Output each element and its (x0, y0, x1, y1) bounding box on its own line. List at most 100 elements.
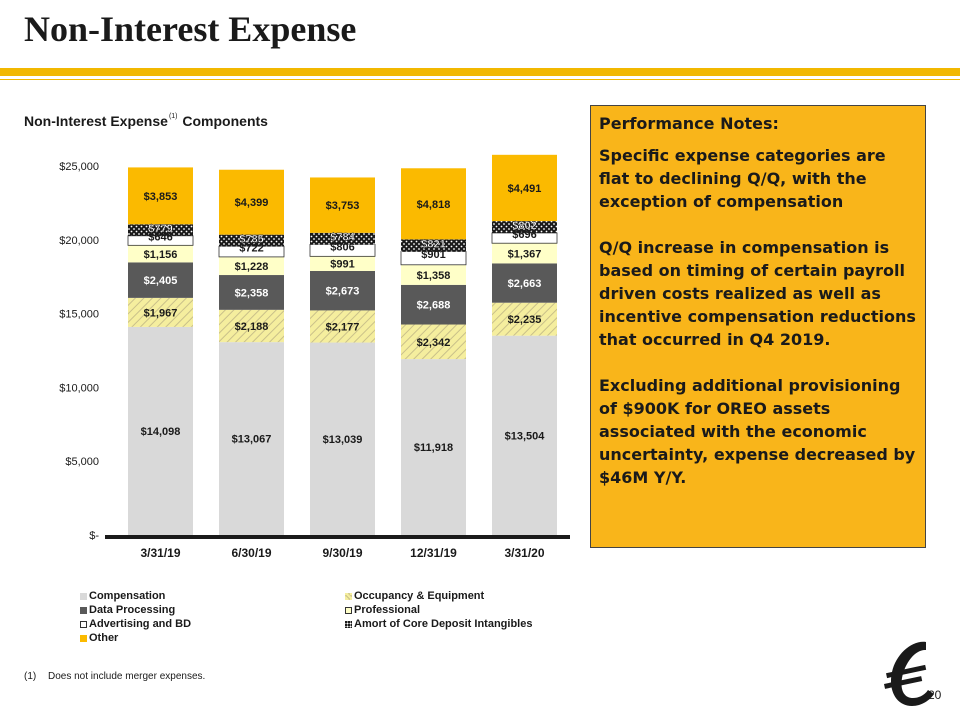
legend-item: Professional (345, 604, 420, 616)
legend-item: Data Processing (80, 604, 175, 616)
footnote-number: (1) (24, 671, 37, 682)
data-label: $901 (421, 249, 445, 261)
legend-item: Amort of Core Deposit Intangibles (345, 618, 532, 630)
legend-item: Occupancy & Equipment (345, 590, 484, 602)
legend-label: Occupancy & Equipment (354, 590, 485, 602)
legend-swatch (80, 634, 87, 642)
legend-swatch (345, 620, 352, 628)
bar-segment (128, 262, 193, 298)
y-tick-label: $10,000 (59, 382, 99, 394)
legend-swatch (80, 620, 87, 628)
data-label: $2,688 (417, 300, 451, 312)
chart-title: Non-Interest Expense(1) Components (24, 113, 268, 129)
data-label: $3,853 (144, 191, 178, 203)
bar-segment (219, 342, 284, 535)
data-label: $646 (148, 232, 172, 244)
footnote-text: Does not include merger expenses. (48, 671, 206, 682)
y-tick-label: $- (89, 530, 99, 542)
bar-segment (310, 310, 375, 343)
x-tick-label: 3/31/19 (140, 546, 180, 560)
legend-item: Other (80, 632, 118, 644)
data-label: $13,067 (232, 434, 272, 446)
legend-item: Compensation (80, 590, 165, 602)
data-label: $4,399 (235, 197, 269, 209)
data-label: $2,342 (417, 337, 451, 349)
legend-label: Other (89, 632, 119, 644)
y-tick-label: $25,000 (59, 161, 99, 173)
y-tick-label: $5,000 (65, 456, 99, 468)
bar-segment (310, 256, 375, 271)
bar-segment (219, 169, 284, 235)
legend-swatch (80, 592, 87, 600)
chart-title-footnote-marker: (1) (168, 113, 178, 120)
bar-segment (310, 342, 375, 535)
page-title: Non-Interest Expense (24, 9, 357, 49)
bar-segment (128, 245, 193, 263)
x-tick-label: 3/31/20 (504, 546, 544, 560)
bar-segment (492, 302, 557, 336)
data-label: $2,235 (508, 314, 542, 326)
data-label: $3,753 (326, 200, 360, 212)
data-label: $2,177 (326, 321, 360, 333)
bar-segment (219, 234, 284, 247)
expense-stacked-bar-chart: $- $5,000 $10,000 $15,000 $20,000 $25,000 3/31… (59, 154, 570, 560)
y-tick-label: $15,000 (59, 309, 99, 321)
data-label: $821 (421, 238, 445, 250)
x-tick-label: 12/31/19 (410, 546, 457, 560)
chart-title-main: Non-Interest Expense (24, 113, 168, 129)
bar-segment (492, 221, 557, 233)
legend-label: Amort of Core Deposit Intangibles (354, 618, 533, 630)
data-label: $4,491 (508, 183, 542, 195)
data-label: $785 (239, 233, 263, 245)
data-label: $2,358 (235, 287, 269, 299)
bar-segment (492, 154, 557, 222)
data-label: $11,918 (414, 442, 453, 454)
legend-label: Data Processing (89, 604, 176, 616)
performance-notes-box: Performance Notes: Specific expense cate… (590, 105, 926, 548)
notes-paragraph-2: Q/Q increase in compensation is based on… (599, 238, 916, 349)
data-label: $2,673 (326, 286, 360, 298)
page-number: 20 (928, 688, 942, 702)
bar-segment (310, 270, 375, 311)
legend-swatch (345, 592, 352, 600)
bar-segment (218, 245, 285, 258)
title-underline-thin (0, 79, 960, 80)
data-label: $1,228 (235, 261, 269, 273)
data-label: $2,405 (144, 275, 178, 287)
notes-heading: Performance Notes: (599, 114, 779, 133)
data-label: $1,358 (417, 270, 451, 282)
bar-segment (128, 224, 193, 236)
bank-logo-icon (883, 641, 934, 706)
x-tick-label: 9/30/19 (322, 546, 362, 560)
bar-segment (310, 177, 375, 233)
bar-segment (401, 359, 466, 535)
data-label: $991 (330, 259, 354, 271)
data-label: $806 (330, 241, 354, 253)
bar-segment (309, 244, 376, 257)
legend-item: Advertising and BD (80, 618, 191, 630)
bar-segment (219, 309, 284, 343)
bar-segment (310, 232, 375, 245)
legend-swatch (345, 606, 352, 614)
data-label: $14,098 (141, 426, 181, 438)
data-label: $4,818 (417, 199, 451, 211)
notes-paragraph-3: Excluding additional provisioning of $90… (599, 376, 916, 487)
legend-label: Compensation (89, 590, 166, 602)
legend-swatch (80, 606, 87, 614)
bar-segment (128, 167, 193, 225)
chart-title-suffix: Components (182, 113, 268, 129)
legend-label: Professional (354, 604, 421, 616)
data-label: $2,188 (235, 321, 269, 333)
data-label: $2,663 (508, 278, 542, 290)
bar-segment (492, 243, 557, 264)
title-underline (0, 68, 960, 76)
y-tick-label: $20,000 (59, 235, 99, 247)
data-label: $802 (512, 220, 536, 232)
data-label: $13,504 (505, 430, 546, 442)
x-axis-line (105, 535, 570, 539)
data-label: $722 (239, 243, 263, 255)
bar-segment (401, 239, 466, 252)
footnote: (1) Does not include merger expenses. (24, 671, 205, 682)
data-label: $1,367 (508, 248, 542, 260)
bar-segment (219, 256, 284, 276)
